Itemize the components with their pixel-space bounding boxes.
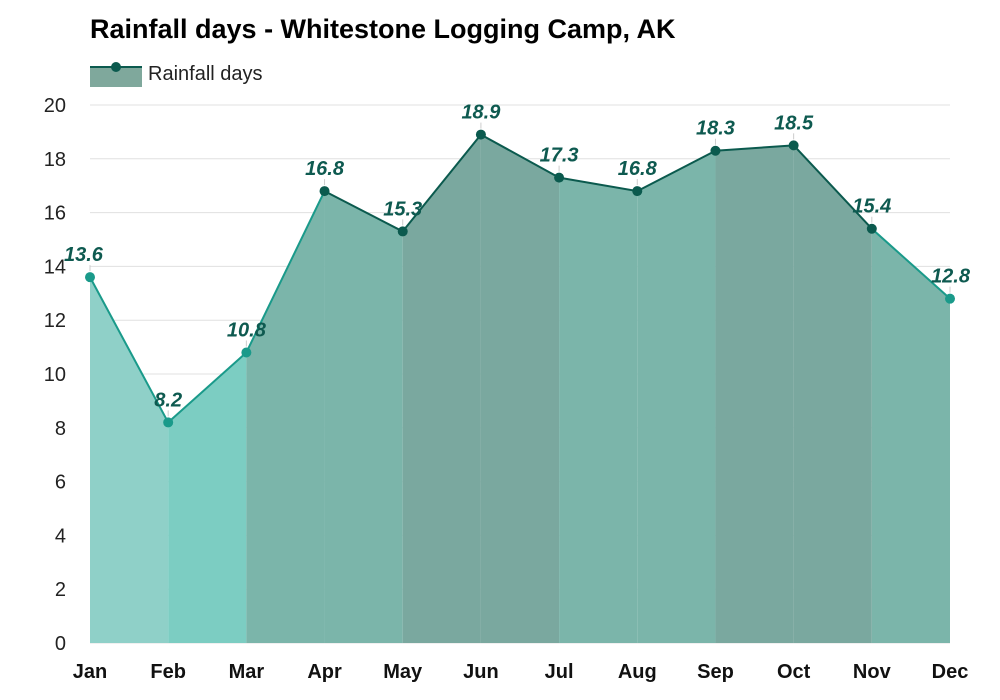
line-segment bbox=[792, 144, 873, 230]
data-point-may bbox=[397, 226, 408, 237]
x-tick-label: Nov bbox=[853, 661, 892, 683]
data-label-jan: 13.6 bbox=[64, 244, 104, 266]
area-segment-jul bbox=[559, 177, 638, 643]
y-tick-label: 14 bbox=[44, 256, 66, 278]
data-label-aug: 16.8 bbox=[618, 158, 658, 180]
legend: Rainfall days bbox=[90, 60, 263, 88]
x-tick-label: Jun bbox=[463, 661, 499, 683]
x-tick-label: Oct bbox=[777, 661, 811, 683]
data-label-apr: 16.8 bbox=[305, 158, 345, 180]
line-segment bbox=[324, 190, 404, 233]
data-point-oct bbox=[788, 140, 799, 151]
y-tick-label: 16 bbox=[44, 203, 66, 225]
legend-swatch-icon bbox=[90, 62, 142, 87]
data-point-nov bbox=[866, 223, 877, 234]
area-segment-apr bbox=[324, 191, 403, 643]
data-point-dec bbox=[945, 293, 955, 304]
data-point-aug bbox=[632, 186, 643, 197]
chart-title: Rainfall days - Whitestone Logging Camp,… bbox=[90, 14, 676, 44]
legend-label: Rainfall days bbox=[148, 62, 263, 85]
y-tick-label: 0 bbox=[55, 633, 66, 655]
area-segment-jan bbox=[90, 277, 169, 643]
x-tick-label: Dec bbox=[932, 661, 969, 683]
x-tick-label: Feb bbox=[150, 661, 186, 683]
line-segment bbox=[871, 227, 951, 300]
data-point-mar bbox=[241, 347, 252, 358]
line-segment bbox=[480, 133, 560, 179]
data-point-sep bbox=[710, 145, 721, 156]
area-segment-mar bbox=[246, 191, 325, 643]
data-point-apr bbox=[319, 186, 330, 197]
line-segment bbox=[167, 351, 248, 424]
area-segment-nov bbox=[871, 228, 950, 644]
area-segment-may bbox=[402, 134, 481, 643]
y-tick-label: 12 bbox=[44, 310, 66, 332]
data-label-feb: 8.2 bbox=[154, 389, 182, 411]
x-axis: Jan Feb Mar Apr May Jun Jul Aug Sep Oct Nov Dec bbox=[73, 661, 969, 683]
data-point-jan bbox=[85, 272, 95, 283]
data-point-feb bbox=[163, 417, 174, 428]
line-segment bbox=[636, 149, 716, 192]
line-segment bbox=[558, 176, 638, 193]
x-tick-label: Jul bbox=[545, 661, 574, 683]
line-segment bbox=[401, 133, 482, 233]
area-fill bbox=[90, 134, 950, 644]
y-tick-label: 10 bbox=[44, 364, 66, 386]
data-labels: 13.6 8.2 10.8 16.8 15.3 18.9 17.3 16.8 18.3 18.5 1… bbox=[64, 102, 971, 417]
x-tick-label: Jan bbox=[73, 661, 107, 683]
data-points bbox=[85, 129, 955, 428]
area-segment-sep bbox=[715, 145, 794, 643]
line-segment bbox=[715, 144, 794, 152]
data-point-jul bbox=[554, 172, 565, 183]
y-tick-label: 2 bbox=[55, 579, 66, 601]
data-label-jul: 17.3 bbox=[540, 145, 579, 167]
line-segment bbox=[245, 190, 326, 353]
x-tick-label: May bbox=[383, 661, 423, 683]
y-tick-label: 18 bbox=[44, 149, 66, 171]
area-segment-feb bbox=[168, 352, 247, 643]
line-segment bbox=[89, 276, 170, 423]
y-tick-label: 6 bbox=[55, 472, 66, 494]
x-tick-label: Apr bbox=[307, 661, 342, 683]
data-label-nov: 15.4 bbox=[852, 196, 891, 218]
legend-swatch-fill bbox=[90, 67, 142, 87]
x-tick-label: Mar bbox=[229, 661, 265, 683]
series-line bbox=[89, 133, 951, 424]
data-point-jun bbox=[475, 129, 486, 140]
area-segment-oct bbox=[793, 145, 872, 643]
data-label-sep: 18.3 bbox=[696, 118, 735, 140]
y-axis: 0 2 4 6 8 10 12 14 16 18 20 bbox=[44, 95, 66, 655]
x-tick-label: Aug bbox=[618, 661, 657, 683]
data-label-dec: 12.8 bbox=[931, 266, 971, 288]
y-tick-label: 4 bbox=[55, 525, 66, 547]
x-tick-label: Sep bbox=[697, 661, 734, 683]
data-label-mar: 10.8 bbox=[227, 319, 267, 341]
area-segment-aug bbox=[637, 150, 716, 644]
y-tick-label: 20 bbox=[44, 95, 66, 117]
data-label-may: 15.3 bbox=[383, 198, 422, 220]
data-label-jun: 18.9 bbox=[461, 102, 501, 124]
data-label-oct: 18.5 bbox=[774, 112, 814, 134]
area-segment-jun bbox=[480, 134, 560, 643]
y-tick-label: 8 bbox=[55, 418, 66, 440]
